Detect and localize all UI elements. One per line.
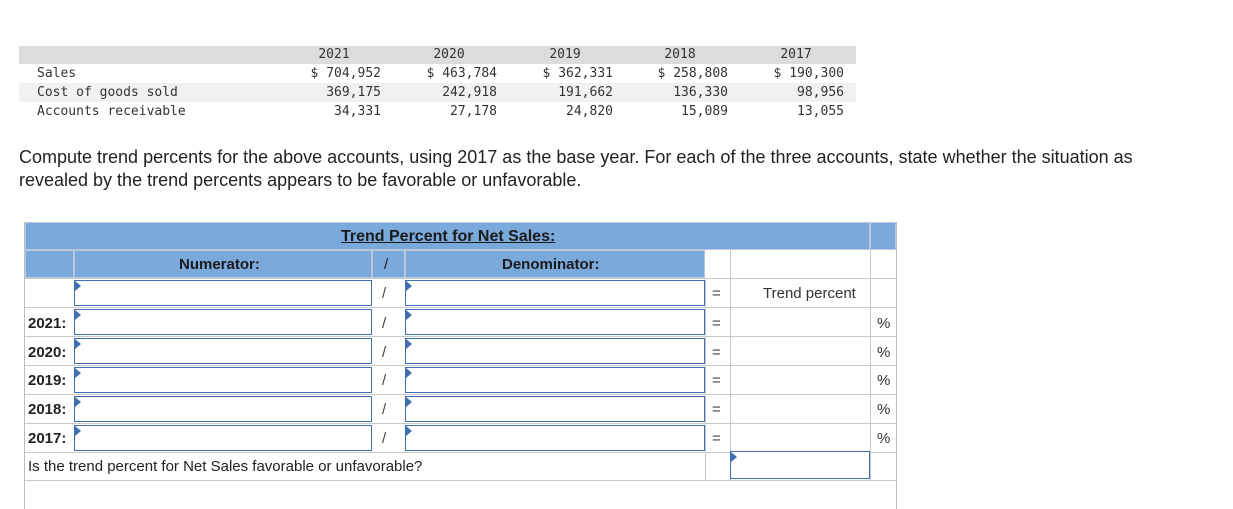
divider: [25, 365, 896, 366]
row-year-2020: 2020:: [28, 344, 67, 361]
denominator-input-2018[interactable]: [405, 396, 705, 422]
data-table-header: 2021 2020 2019 2018 2017: [19, 46, 856, 64]
numerator-input-2020[interactable]: [74, 338, 372, 364]
cell: 15,089: [681, 104, 728, 119]
row-year-2019: 2019:: [28, 372, 67, 389]
input-marker-icon: [75, 368, 81, 378]
denominator-input-header[interactable]: [405, 280, 705, 306]
dropdown-marker-icon: [731, 452, 737, 462]
grid-title-right-cell: [870, 222, 896, 250]
cell: $ 362,331: [542, 66, 613, 81]
input-marker-icon: [75, 339, 81, 349]
equals-sign: =: [712, 372, 721, 389]
slash: /: [382, 430, 387, 447]
input-marker-icon: [406, 426, 412, 436]
cell: 13,055: [797, 104, 844, 119]
grid-title: Trend Percent for Net Sales:: [341, 228, 556, 245]
table-row-sales: Sales $ 704,952 $ 463,784 $ 362,331 $ 25…: [19, 64, 856, 83]
cell: 369,175: [326, 85, 381, 100]
numerator-label: Numerator:: [179, 256, 260, 273]
equals-sign: =: [712, 401, 721, 418]
input-marker-icon: [75, 397, 81, 407]
slash: /: [382, 344, 387, 361]
subheader-slash: /: [372, 250, 405, 278]
cell: $ 190,300: [773, 66, 844, 81]
cell: $ 704,952: [310, 66, 381, 81]
denominator-input-2021[interactable]: [405, 309, 705, 335]
slash-label: /: [384, 256, 389, 273]
input-marker-icon: [406, 368, 412, 378]
input-marker-icon: [75, 310, 81, 320]
denominator-label: Denominator:: [502, 256, 600, 273]
cell: 191,662: [558, 85, 613, 100]
denominator-input-2020[interactable]: [405, 338, 705, 364]
cell: $ 258,808: [657, 66, 728, 81]
year-header-2021: 2021: [318, 47, 350, 62]
subheader-numerator: Numerator:: [74, 250, 372, 278]
divider: [705, 278, 706, 480]
equals-sign: =: [712, 315, 721, 332]
cell: 24,820: [566, 104, 613, 119]
trend-percent-label: Trend percent: [763, 285, 856, 302]
numerator-input-header[interactable]: [74, 280, 372, 306]
slash: /: [382, 401, 387, 418]
equals-sign: =: [712, 285, 721, 302]
numerator-input-2018[interactable]: [74, 396, 372, 422]
input-marker-icon: [406, 310, 412, 320]
input-marker-icon: [75, 426, 81, 436]
row-year-2021: 2021:: [28, 315, 67, 332]
cell: $ 463,784: [426, 66, 497, 81]
slash: /: [382, 285, 387, 302]
row-year-2017: 2017:: [28, 430, 67, 447]
numerator-input-2021[interactable]: [74, 309, 372, 335]
cell: 242,918: [442, 85, 497, 100]
row-label: Accounts receivable: [37, 104, 186, 119]
row-label: Sales: [37, 66, 77, 81]
input-marker-icon: [406, 281, 412, 291]
trend-percent-grid: Trend Percent for Net Sales: Numerator: …: [24, 222, 897, 509]
percent-sign: %: [877, 344, 891, 361]
question-text: Compute trend percents for the above acc…: [19, 147, 1133, 190]
denominator-input-2017[interactable]: [405, 425, 705, 451]
denominator-input-2019[interactable]: [405, 367, 705, 393]
divider: [25, 452, 896, 453]
cell: 136,330: [673, 85, 728, 100]
subheader-blank: [25, 250, 74, 278]
subheader-denominator: Denominator:: [405, 250, 705, 278]
favorable-unfavorable-select[interactable]: [730, 451, 870, 479]
cell: 34,331: [334, 104, 381, 119]
year-header-2017: 2017: [780, 47, 812, 62]
slash: /: [382, 315, 387, 332]
percent-sign: %: [877, 401, 891, 418]
percent-sign: %: [877, 315, 891, 332]
numerator-input-2017[interactable]: [74, 425, 372, 451]
table-row-cogs: Cost of goods sold 369,175 242,918 191,6…: [19, 83, 856, 102]
percent-sign: %: [877, 372, 891, 389]
equals-sign: =: [712, 430, 721, 447]
favorable-question: Is the trend percent for Net Sales favor…: [28, 458, 423, 475]
divider: [25, 336, 896, 337]
row-label: Cost of goods sold: [37, 85, 178, 100]
divider: [25, 394, 896, 395]
row-year-2018: 2018:: [28, 401, 67, 418]
cell: 27,178: [450, 104, 497, 119]
divider: [25, 480, 896, 481]
equals-sign: =: [712, 344, 721, 361]
year-header-2018: 2018: [664, 47, 696, 62]
year-header-2019: 2019: [549, 47, 581, 62]
data-table: 2021 2020 2019 2018 2017 Sales $ 704,952…: [19, 46, 856, 121]
grid-title-bar: Trend Percent for Net Sales:: [25, 222, 870, 250]
year-header-2020: 2020: [433, 47, 465, 62]
cell: 98,956: [797, 85, 844, 100]
input-marker-icon: [75, 281, 81, 291]
percent-sign: %: [877, 430, 891, 447]
slash: /: [382, 372, 387, 389]
table-row-accounts-receivable: Accounts receivable 34,331 27,178 24,820…: [19, 102, 856, 121]
input-marker-icon: [406, 397, 412, 407]
divider: [25, 423, 896, 424]
input-marker-icon: [406, 339, 412, 349]
divider: [25, 307, 896, 308]
divider: [25, 278, 896, 279]
numerator-input-2019[interactable]: [74, 367, 372, 393]
